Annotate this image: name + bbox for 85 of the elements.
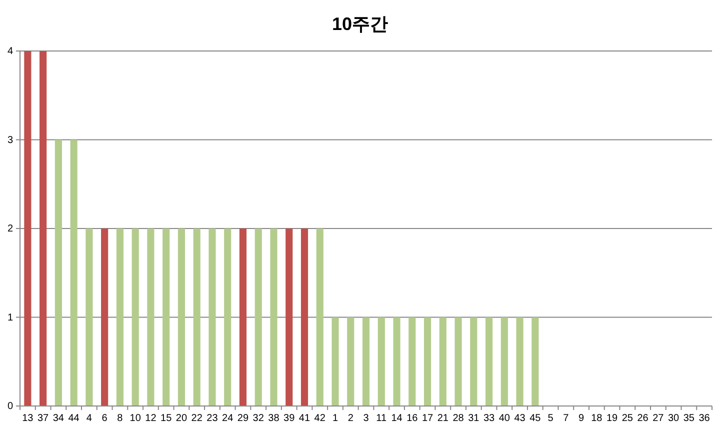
x-tick-label: 39 — [284, 413, 296, 424]
x-tick-label: 13 — [22, 413, 34, 424]
bar — [408, 317, 416, 406]
x-tick-label: 12 — [145, 413, 157, 424]
chart-title: 10주간 — [332, 14, 388, 34]
bar — [516, 317, 524, 406]
x-tick-label: 22 — [191, 413, 203, 424]
x-tick-label: 31 — [468, 413, 480, 424]
x-tick-label: 17 — [422, 413, 434, 424]
x-tick-label: 30 — [668, 413, 680, 424]
bar — [24, 51, 32, 406]
bar — [70, 140, 78, 406]
bar — [286, 228, 293, 406]
x-tick-label: 3 — [363, 413, 370, 424]
x-tick-label: 29 — [237, 413, 249, 424]
x-tick-label: 38 — [268, 413, 280, 424]
x-tick-label: 42 — [314, 413, 326, 424]
bar — [101, 228, 108, 406]
x-tick-label: 7 — [563, 413, 570, 424]
x-tick-label: 20 — [176, 413, 188, 424]
x-tick-label: 45 — [530, 413, 542, 424]
bar — [86, 228, 93, 406]
bar — [470, 317, 478, 406]
bar — [208, 228, 216, 406]
x-tick-label: 23 — [206, 413, 218, 424]
x-tick-label: 11 — [376, 413, 387, 424]
x-tick-label: 10 — [130, 413, 142, 424]
bar — [54, 140, 62, 406]
x-tick-label: 36 — [698, 413, 710, 424]
x-tick-label: 21 — [437, 413, 449, 424]
x-tick-label: 35 — [683, 413, 695, 424]
x-tick-label: 24 — [222, 413, 234, 424]
bar — [362, 317, 370, 406]
bar — [132, 228, 139, 406]
x-tick-label: 6 — [102, 413, 108, 424]
bar — [500, 317, 508, 406]
x-tick-label: 37 — [38, 413, 50, 424]
bar — [300, 228, 308, 406]
bar — [316, 228, 324, 406]
bar — [332, 317, 339, 406]
bar — [485, 317, 493, 406]
y-tick-label: 2 — [7, 224, 14, 234]
bar — [239, 228, 247, 406]
x-tick-label: 8 — [117, 413, 124, 424]
x-tick-label: 25 — [622, 413, 634, 424]
x-tick-label: 2 — [348, 413, 354, 424]
x-tick-label: 44 — [68, 413, 80, 424]
x-tick-label: 4 — [86, 413, 92, 424]
x-tick-label: 19 — [606, 413, 618, 424]
x-tick-label: 14 — [391, 413, 403, 424]
bar — [40, 51, 47, 406]
x-tick-label: 34 — [52, 413, 64, 424]
bar — [193, 228, 200, 406]
x-tick-label: 18 — [591, 413, 603, 424]
x-tick-label: 43 — [514, 413, 526, 424]
bar — [378, 317, 385, 406]
bar — [162, 228, 170, 406]
y-tick-label: 3 — [7, 134, 14, 146]
y-tick-label: 1 — [7, 312, 14, 324]
x-tick-label: 15 — [160, 413, 172, 424]
bar — [393, 317, 400, 406]
x-tick-label: 28 — [452, 413, 464, 424]
bar — [532, 317, 539, 406]
x-tick-label: 1 — [332, 413, 338, 424]
x-tick-label: 26 — [637, 413, 649, 424]
bar — [270, 228, 278, 406]
x-tick-label: 33 — [483, 413, 496, 424]
bar — [224, 228, 232, 406]
x-tick-label: 41 — [298, 413, 310, 424]
x-tick-label: 5 — [548, 413, 554, 424]
bar — [454, 317, 462, 406]
bar — [116, 228, 124, 406]
bar — [254, 228, 262, 406]
y-tick-label: 4 — [7, 46, 14, 57]
x-tick-label: 9 — [578, 413, 585, 424]
bar — [439, 317, 446, 406]
bar — [347, 317, 354, 406]
x-tick-label: 32 — [252, 413, 264, 424]
x-tick-label: 16 — [406, 413, 418, 424]
bar — [424, 317, 432, 406]
x-tick-label: 27 — [652, 413, 664, 424]
y-tick-label: 0 — [7, 401, 14, 412]
bar — [147, 228, 154, 406]
x-tick-label: 40 — [498, 413, 510, 424]
bar — [178, 228, 186, 406]
